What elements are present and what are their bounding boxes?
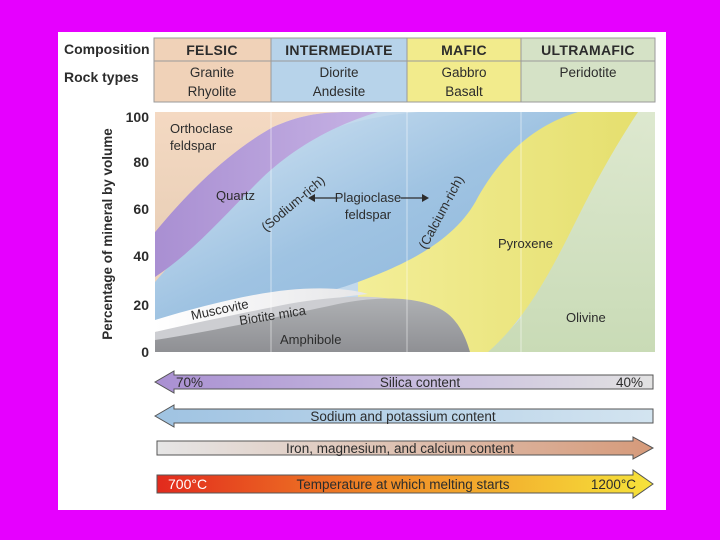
y-tick-0: 0 [141, 344, 149, 360]
column-intermediate: INTERMEDIATE Diorite Andesite [270, 37, 408, 103]
temperature-label: Temperature at which melting starts [296, 477, 509, 492]
column-mafic: MAFIC Gabbro Basalt [406, 37, 522, 103]
iron-magnesium-calcium-label: Iron, magnesium, and calcium content [286, 441, 514, 456]
column-ultramafic: ULTRAMAFIC Peridotite [520, 37, 656, 103]
amphibole-label: Amphibole [280, 332, 341, 347]
y-tick-20: 20 [133, 297, 149, 313]
olivine-region [478, 116, 655, 352]
felsic-rock-2: Rhyolite [188, 84, 237, 99]
intermediate-title: INTERMEDIATE [285, 42, 393, 58]
mafic-title: MAFIC [441, 42, 487, 58]
y-axis-label: Percentage of mineral by volume [100, 128, 115, 340]
ultramafic-title: ULTRAMAFIC [541, 42, 635, 58]
intermediate-rock-1: Diorite [319, 65, 358, 80]
quartz-label: Quartz [216, 188, 255, 203]
y-tick-100: 100 [126, 109, 150, 125]
plot-area [155, 112, 655, 352]
plagioclase-arrow [308, 194, 429, 202]
silica-right-value: 40% [616, 375, 643, 390]
y-tick-40: 40 [133, 248, 149, 264]
silica-left-value: 70% [176, 375, 203, 390]
ultramafic-rock-1: Peridotite [559, 65, 616, 80]
mafic-rock-1: Gabbro [441, 65, 486, 80]
plagioclase-label-1: Plagioclase [335, 190, 402, 205]
mafic-rock-2: Basalt [445, 84, 483, 99]
orthoclase-region [155, 112, 348, 232]
iron-magnesium-calcium-arrow: Iron, magnesium, and calcium content [156, 436, 655, 460]
temp-right-value: 1200°C [591, 477, 636, 492]
plagioclase-region [155, 112, 578, 322]
sodium-potassium-arrow: Sodium and potassium content [154, 404, 654, 428]
intermediate-rock-2: Andesite [313, 84, 366, 99]
felsic-rock-1: Granite [190, 65, 234, 80]
rock-types-label: Rock types [64, 69, 139, 85]
y-tick-80: 80 [133, 154, 149, 170]
melting-temperature-arrow: 700°C Temperature at which melting start… [156, 469, 654, 499]
column-felsic: FELSIC Granite Rhyolite [153, 37, 272, 103]
igneous-rock-diagram: Composition Rock types FELSIC Granite Rh… [64, 37, 656, 499]
amphibole-region [155, 298, 470, 352]
pyroxene-label: Pyroxene [498, 236, 553, 251]
silica-label: Silica content [380, 375, 461, 390]
quartz-region [155, 112, 378, 277]
diagram-card: Composition Rock types FELSIC Granite Rh… [58, 32, 666, 510]
sodium-potassium-label: Sodium and potassium content [310, 409, 496, 424]
silica-content-arrow: 70% Silica content 40% [154, 370, 654, 394]
olivine-label: Olivine [566, 310, 606, 325]
orthoclase-label-2: feldspar [170, 138, 217, 153]
pyroxene-region [358, 112, 638, 352]
orthoclase-label-1: Orthoclase [170, 121, 233, 136]
y-tick-60: 60 [133, 201, 149, 217]
composition-label: Composition [64, 41, 150, 57]
felsic-title: FELSIC [186, 42, 238, 58]
temp-left-value: 700°C [168, 476, 207, 492]
plagioclase-label-2: feldspar [345, 207, 392, 222]
